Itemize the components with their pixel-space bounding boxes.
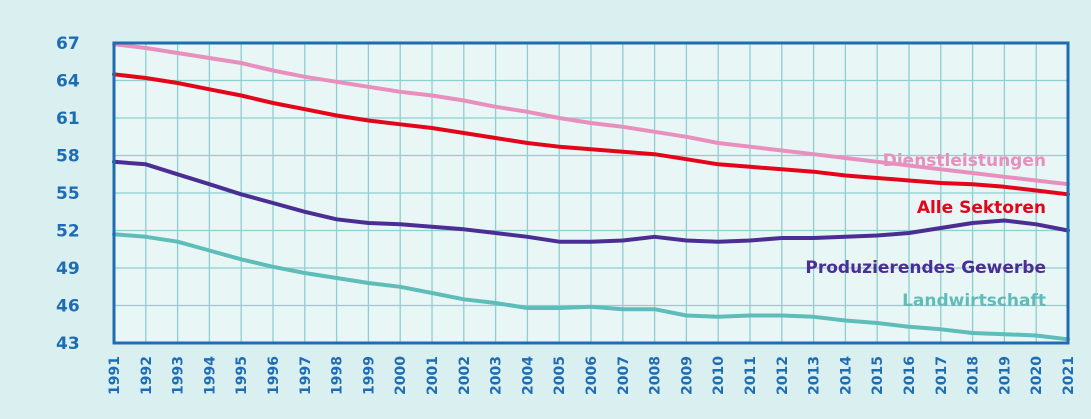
series-label-dienstleistungen: Dienstleistungen: [883, 151, 1046, 171]
x-tick-label: 2019: [997, 356, 1013, 395]
x-tick-label: 1991: [107, 356, 123, 395]
x-tick-label: 2000: [393, 356, 409, 395]
y-tick-label: 46: [56, 297, 80, 317]
x-tick-label: 2009: [679, 356, 695, 395]
x-tick-label: 2016: [902, 356, 918, 395]
y-tick-label: 58: [56, 147, 80, 167]
y-tick-label: 64: [56, 72, 80, 92]
series-label-alle-sektoren: Alle Sektoren: [917, 198, 1046, 218]
x-tick-label: 1993: [171, 356, 187, 395]
x-tick-label: 2001: [425, 356, 441, 395]
x-tick-label: 1995: [234, 356, 250, 395]
x-tick-label: 2017: [934, 356, 950, 395]
x-tick-label: 1997: [298, 356, 314, 395]
x-tick-label: 2013: [807, 356, 823, 395]
y-tick-label: 52: [56, 222, 80, 242]
x-tick-label: 2015: [870, 356, 886, 395]
plot-frame: [112, 41, 1070, 345]
x-tick-label: 2021: [1061, 356, 1077, 395]
y-tick-label: 55: [56, 184, 80, 204]
x-tick-label: 2011: [743, 356, 759, 395]
series-label-produzierendes-gewerbe: Produzierendes Gewerbe: [805, 258, 1046, 278]
series-line-landwirtschaft: [112, 232, 1070, 342]
x-tick-label: 2003: [489, 356, 505, 395]
x-tick-label: 2010: [711, 356, 727, 395]
y-tick-label: 49: [56, 259, 80, 279]
y-axis-ticks: 67 64 61 58 55 52 49 46 43: [56, 34, 80, 354]
y-tick-label: 43: [56, 334, 80, 354]
x-tick-label: 1994: [202, 356, 218, 395]
x-tick-label: 2004: [520, 356, 536, 395]
y-tick-label: 61: [56, 109, 80, 129]
x-tick-label: 2012: [775, 356, 791, 395]
series-line-alle-sektoren: [112, 72, 1070, 197]
x-axis-ticks: 1991 1992 1993 1994 1995 1996 1997 1998 1999 2000…: [107, 356, 1077, 395]
x-tick-label: 2002: [457, 356, 473, 395]
x-tick-label: 2005: [552, 356, 568, 395]
x-tick-label: 2008: [648, 356, 664, 395]
series-label-landwirtschaft: Landwirtschaft: [902, 291, 1046, 311]
x-tick-label: 1996: [266, 356, 282, 395]
x-tick-label: 1998: [330, 356, 346, 395]
series-lines: [112, 42, 1070, 342]
x-tick-label: 2007: [616, 356, 632, 395]
series-labels: Dienstleistungen Alle Sektoren Produzieren…: [805, 151, 1046, 311]
x-tick-label: 1999: [361, 356, 377, 395]
x-tick-label: 2014: [838, 356, 854, 395]
x-tick-label: 1992: [139, 356, 155, 395]
y-tick-label: 67: [56, 34, 80, 54]
x-tick-label: 2020: [1029, 356, 1045, 395]
series-line-dienstleistungen: [112, 42, 1070, 187]
series-line-produzierendes-gewerbe: [112, 159, 1070, 244]
x-tick-label: 2006: [584, 356, 600, 395]
x-tick-label: 2018: [966, 356, 982, 395]
